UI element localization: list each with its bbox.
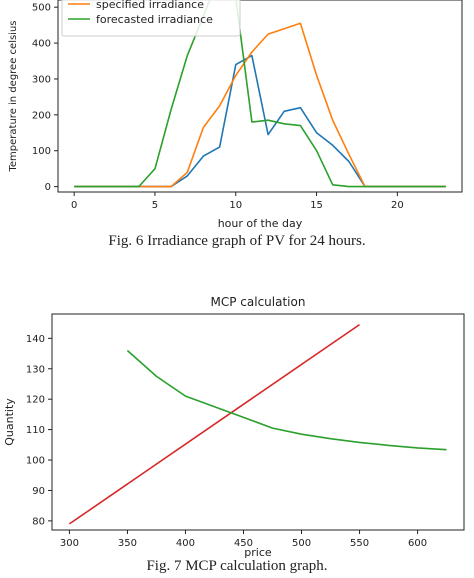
x-axis-label: price xyxy=(244,546,272,558)
y-tick-label: 300 xyxy=(32,74,51,85)
y-tick-label: 110 xyxy=(26,425,45,436)
y-axis-label: Temperature in degree celsius xyxy=(8,20,19,172)
y-axis-label: Quantity xyxy=(3,398,16,446)
x-axis-label: hour of the day xyxy=(218,217,303,230)
plot-frame xyxy=(51,313,465,531)
x-tick-label: 10 xyxy=(229,200,242,211)
series-group xyxy=(68,323,447,525)
x-tick-label: 20 xyxy=(391,200,404,211)
x-tick-label: 400 xyxy=(176,538,195,549)
series-line-2 xyxy=(74,22,446,188)
y-tick-label: 120 xyxy=(26,395,45,406)
x-tick-label: 550 xyxy=(350,538,369,549)
y-tick-label: 130 xyxy=(26,364,45,375)
y-tick-label: 0 xyxy=(45,182,51,193)
series-group xyxy=(74,0,446,188)
y-tick-label: 200 xyxy=(32,110,51,121)
x-tick-label: 500 xyxy=(292,538,311,549)
y-tick-label: 90 xyxy=(32,486,45,497)
y-tick-label: 100 xyxy=(32,146,51,157)
figure-7-caption: Fig. 7 MCP calculation graph. xyxy=(146,558,328,574)
x-tick-label: 350 xyxy=(118,538,137,549)
mcp-chart: 300 350 400 450 500 550 600 80 90 100 110 120 130 140… xyxy=(3,296,465,558)
x-tick-label: 450 xyxy=(234,538,253,549)
y-tick-label: 140 xyxy=(26,334,45,345)
series-line-1 xyxy=(68,323,360,525)
x-tick-label: 5 xyxy=(152,200,158,211)
series-line-2 xyxy=(126,349,447,451)
legend-label: forecasted irradiance xyxy=(96,13,213,26)
figure-6-caption: Fig. 6 Irradiance graph of PV for 24 hou… xyxy=(108,233,366,249)
chart-title: MCP calculation xyxy=(211,296,306,309)
x-tick-label: 15 xyxy=(310,200,323,211)
x-tick-label: 600 xyxy=(408,538,427,549)
y-tick-label: 80 xyxy=(32,516,45,527)
y-tick-label: 500 xyxy=(32,3,51,14)
x-tick-label: 300 xyxy=(60,538,79,549)
y-tick-label: 100 xyxy=(26,456,45,467)
y-tick-label: 400 xyxy=(32,39,51,50)
plot-frame xyxy=(57,0,463,193)
legend-box xyxy=(61,0,241,37)
x-tick-label: 0 xyxy=(71,200,77,211)
series-line-3 xyxy=(74,0,446,188)
legend-label: specified irradiance xyxy=(96,0,204,11)
